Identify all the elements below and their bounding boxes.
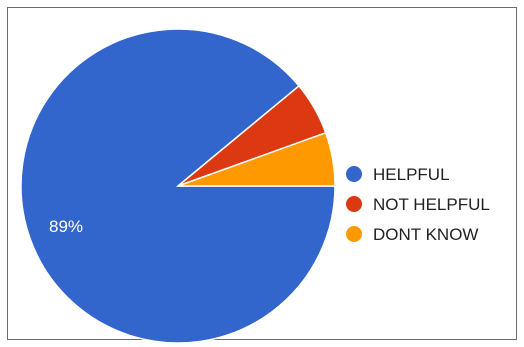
legend-marker-helpful: [346, 166, 362, 182]
pie-data-labels: 89%: [49, 217, 83, 236]
legend-label-not-helpful: NOT HELPFUL: [373, 195, 490, 214]
legend-marker-not-helpful: [346, 196, 362, 212]
pie-slices: [20, 28, 336, 344]
slice-dont-know: [177, 131, 336, 187]
data-label-helpful: 89%: [49, 217, 83, 236]
legend-label-helpful: HELPFUL: [373, 165, 450, 184]
legend-marker-dont-know: [346, 226, 362, 242]
legend: HELPFUL NOT HELPFUL DONT KNOW: [346, 165, 490, 244]
legend-label-dont-know: DONT KNOW: [373, 225, 478, 244]
